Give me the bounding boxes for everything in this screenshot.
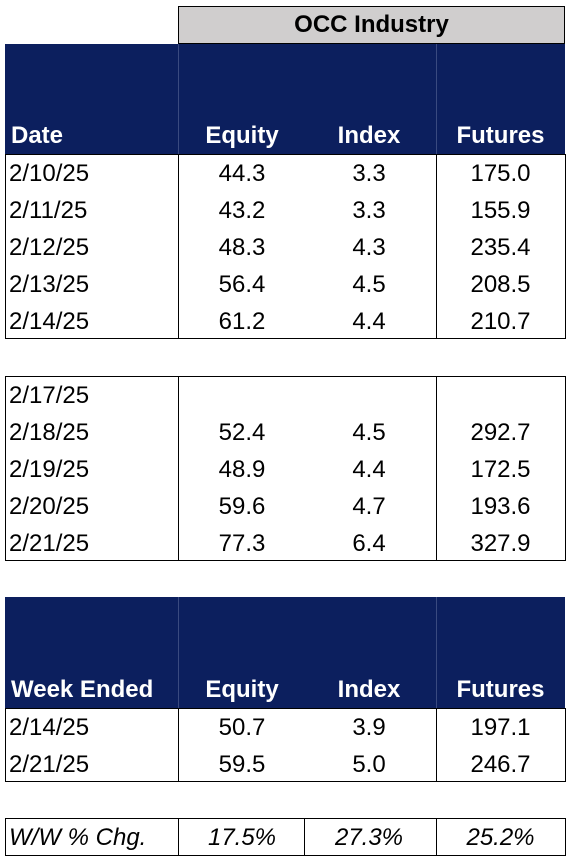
table-cell-futures bbox=[436, 377, 565, 414]
table-title: OCC Industry bbox=[294, 11, 449, 38]
table-cell-equity: 59.5 bbox=[218, 751, 266, 778]
table-cell-equity: 43.2 bbox=[218, 197, 266, 224]
table-cell-equity: 77.3 bbox=[218, 530, 266, 557]
table-cell-equity bbox=[180, 377, 304, 414]
table-cell-futures: 172.5 bbox=[470, 456, 531, 483]
table-cell-futures: 197.1 bbox=[470, 714, 531, 741]
week1-block bbox=[5, 154, 566, 339]
table-cell-equity: 56.4 bbox=[218, 271, 266, 298]
table-cell-futures: 208.5 bbox=[470, 271, 531, 298]
table-cell-futures: 246.7 bbox=[470, 751, 531, 778]
table-cell-index: 3.9 bbox=[352, 714, 386, 741]
table-cell-date: 2/17/25 bbox=[9, 382, 90, 409]
table-cell-futures: 327.9 bbox=[470, 530, 531, 557]
table-cell-date: 2/10/25 bbox=[9, 160, 90, 187]
table-cell-date: 2/13/25 bbox=[9, 271, 90, 298]
table-cell-date: 2/18/25 bbox=[9, 419, 90, 446]
change-label: W/W % Chg. bbox=[9, 824, 147, 851]
weekly-block bbox=[5, 708, 566, 782]
table-cell-equity: 59.6 bbox=[218, 493, 266, 520]
header-band bbox=[5, 44, 565, 154]
table-cell-date: 2/21/25 bbox=[9, 530, 90, 557]
table-cell-index: 5.0 bbox=[352, 751, 386, 778]
weekly-header-index: Index bbox=[337, 676, 401, 703]
table-cell-futures: 292.7 bbox=[470, 419, 531, 446]
table-cell-index: 4.3 bbox=[352, 234, 386, 261]
col-header-date: Date bbox=[11, 122, 64, 149]
weekly-header-date: Week Ended bbox=[11, 676, 154, 703]
title-band bbox=[178, 6, 565, 44]
change-row bbox=[5, 818, 566, 856]
weekly-header-band bbox=[5, 597, 565, 708]
table-cell-equity: 61.2 bbox=[218, 308, 266, 335]
table-cell-futures: 210.7 bbox=[470, 308, 531, 335]
table-cell-date: 2/21/25 bbox=[9, 751, 90, 778]
table-cell-equity: 48.9 bbox=[218, 456, 266, 483]
weekly-header-futures: Futures bbox=[456, 676, 545, 703]
change-futures: 25.2% bbox=[466, 824, 535, 851]
table-cell-equity: 44.3 bbox=[218, 160, 266, 187]
table-cell-index: 4.4 bbox=[352, 456, 386, 483]
col-header-index: Index bbox=[337, 122, 401, 149]
table-cell-futures: 235.4 bbox=[470, 234, 531, 261]
table-cell-index: 3.3 bbox=[352, 197, 386, 224]
table-cell-date: 2/20/25 bbox=[9, 493, 90, 520]
weekly-header-equity: Equity bbox=[205, 676, 279, 703]
table-cell-equity: 52.4 bbox=[218, 419, 266, 446]
table-cell-futures: 155.9 bbox=[470, 197, 531, 224]
table-cell-date: 2/14/25 bbox=[9, 308, 90, 335]
table-cell-index: 4.5 bbox=[352, 419, 386, 446]
table-cell-index: 4.7 bbox=[352, 493, 386, 520]
table-cell-date: 2/12/25 bbox=[9, 234, 90, 261]
change-index: 27.3% bbox=[334, 824, 404, 851]
table-cell-futures: 175.0 bbox=[470, 160, 531, 187]
week2-block bbox=[5, 376, 566, 561]
table-cell-index: 3.3 bbox=[352, 160, 386, 187]
table-cell-index: 4.4 bbox=[352, 308, 386, 335]
change-equity: 17.5% bbox=[207, 824, 277, 851]
table-cell-equity: 50.7 bbox=[218, 714, 266, 741]
table-cell-equity: 48.3 bbox=[218, 234, 266, 261]
table-cell-futures: 193.6 bbox=[470, 493, 531, 520]
col-header-futures: Futures bbox=[456, 122, 545, 149]
table-cell-date: 2/19/25 bbox=[9, 456, 90, 483]
table-cell-date: 2/11/25 bbox=[9, 197, 88, 224]
table-cell-date: 2/14/25 bbox=[9, 714, 90, 741]
table-cell-index: 4.5 bbox=[352, 271, 386, 298]
table-cell-index bbox=[304, 377, 434, 414]
table-cell-index: 6.4 bbox=[352, 530, 386, 557]
col-header-equity: Equity bbox=[205, 122, 279, 149]
